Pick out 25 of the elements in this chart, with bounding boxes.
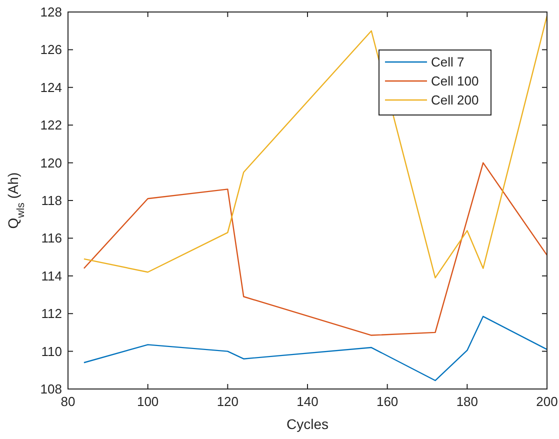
legend-label: Cell 100 (431, 74, 479, 88)
x-tick-label: 120 (216, 394, 239, 409)
line-series (83, 162, 548, 336)
y-tick-label: 124 (40, 80, 62, 95)
y-tick-label: 122 (40, 118, 62, 133)
y-tick-label: 108 (40, 382, 62, 396)
legend-label: Cell 200 (431, 92, 479, 108)
x-tick-label: 180 (456, 394, 478, 409)
x-tick-label: 80 (60, 394, 76, 409)
y-tick-label: 114 (41, 268, 62, 284)
line-series (83, 316, 548, 382)
y-tick-label: 128 (40, 4, 62, 20)
y-tick-label: 112 (41, 306, 62, 322)
y-tick-label: 110 (41, 344, 62, 359)
x-tick-label: 200 (536, 394, 558, 409)
y-tick-label: 126 (40, 42, 62, 58)
line-series (83, 15, 548, 278)
legend-label: Cell 7 (431, 54, 464, 70)
x-tick-label: 160 (376, 394, 398, 409)
y-tick-label: 116 (41, 230, 62, 246)
x-axis-title: Cycles (286, 416, 329, 432)
x-tick-label: 140 (296, 394, 318, 409)
y-tick-label: 120 (40, 155, 62, 170)
y-tick-label: 118 (41, 193, 62, 208)
x-tick-label: 100 (136, 394, 159, 409)
